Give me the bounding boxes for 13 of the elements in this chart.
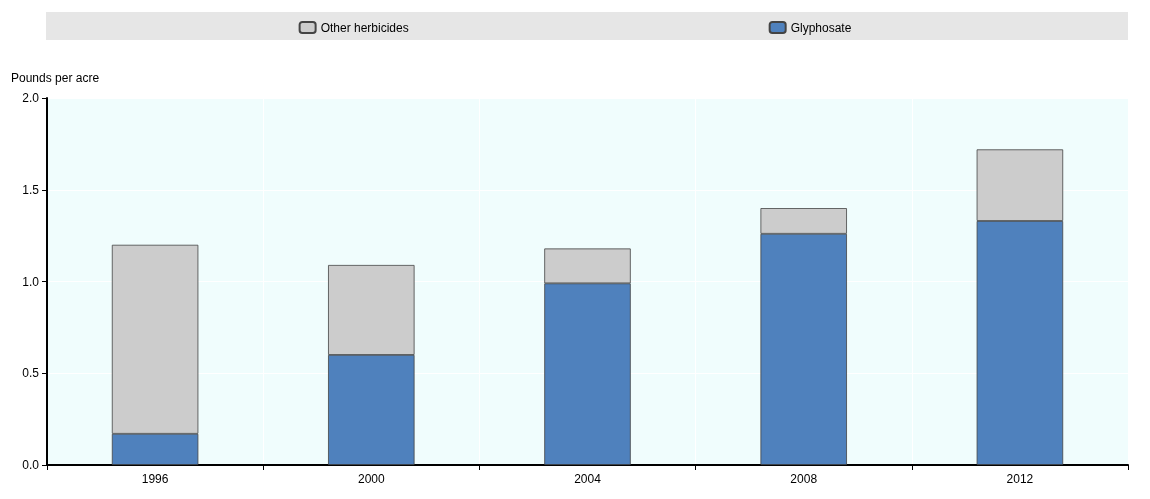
y-axis-title: Pounds per acre xyxy=(11,71,100,85)
x-tick-label: 1996 xyxy=(141,472,169,486)
y-tick-label: 0.0 xyxy=(22,458,40,472)
y-tick-label: 2.0 xyxy=(22,91,40,105)
x-tick-label: 2012 xyxy=(1006,472,1034,486)
y-tick-label: 1.0 xyxy=(22,274,40,289)
x-tick-label: 2000 xyxy=(357,472,385,486)
x-tick-label: 2008 xyxy=(790,472,818,486)
y-tick-label: 0.5 xyxy=(22,366,40,381)
y-tick-label: 1.5 xyxy=(22,182,40,197)
legend-label: Glyphosate xyxy=(790,20,852,35)
legend-label: Other herbicides xyxy=(320,20,409,35)
x-tick-label: 2004 xyxy=(574,472,602,486)
